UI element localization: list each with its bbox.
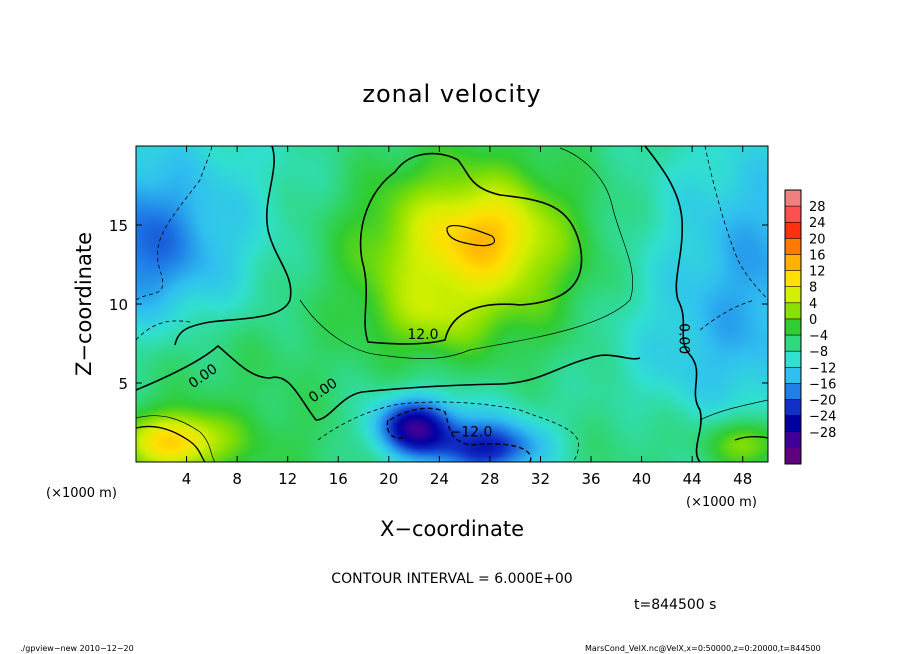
x-tick-label: 36 — [581, 470, 600, 488]
x-axis: 4 8 12 16 20 24 28 32 36 40 44 48 — [182, 146, 752, 488]
colorbar-swatch — [785, 270, 801, 288]
colorbar-swatch — [785, 238, 801, 255]
x-tick-label: 28 — [480, 470, 499, 488]
x-axis-label: X−coordinate — [380, 517, 524, 541]
x-tick-label: 12 — [278, 470, 297, 488]
contour-18-line — [446, 224, 496, 247]
colorbar-label: 4 — [809, 297, 817, 312]
x-unit-right: (×1000 m) — [686, 495, 757, 510]
x-tick-label: 48 — [733, 470, 752, 488]
colorbar-swatch — [785, 399, 801, 417]
contour-0-upper-line — [174, 146, 292, 346]
contour-interval: CONTOUR INTERVAL = 6.000E+00 — [331, 571, 572, 587]
contour-neg6-left-line — [136, 146, 213, 341]
contour-label: 12.0 — [407, 327, 438, 343]
y-axis-label: Z−coordinate — [72, 232, 96, 376]
colorbar-swatch — [785, 254, 801, 272]
colorbar-swatch — [785, 318, 801, 336]
contour-label: 0.00 — [676, 323, 692, 354]
colorbar-label: −20 — [809, 394, 836, 409]
colorbar-swatch — [785, 367, 801, 384]
colorbar-swatch — [785, 302, 801, 320]
time-stamp: t=844500 s — [634, 597, 716, 613]
contour-0-right-line — [644, 146, 702, 462]
colorbar-label: 0 — [809, 313, 817, 328]
colorbar-label: −8 — [809, 345, 828, 360]
contour-12-lower-left-line — [136, 425, 206, 462]
x-unit-left: (×1000 m) — [46, 486, 117, 501]
colorbar-label: 24 — [809, 216, 826, 231]
x-tick-label: 4 — [182, 470, 192, 488]
x-tick-label: 24 — [430, 470, 449, 488]
colorbar-swatch — [785, 286, 801, 304]
contour-label: −12.0 — [450, 425, 493, 441]
x-tick-label: 8 — [232, 470, 242, 488]
colorbar-label: 20 — [809, 232, 826, 247]
colorbar-frame — [784, 189, 802, 465]
contour-6-lower-left-line — [136, 415, 216, 462]
colorbar-swatch — [785, 206, 801, 223]
contour-neg12-line — [386, 407, 532, 462]
colorbar-swatch — [785, 190, 801, 207]
colorbar-label: −16 — [809, 377, 836, 392]
colorbar-label: 28 — [809, 200, 826, 215]
contour-0-lower-line — [136, 344, 641, 421]
colorbar-label: −24 — [809, 410, 836, 425]
contour-6-line — [299, 147, 634, 359]
x-tick-label: 20 — [379, 470, 398, 488]
colorbar-swatch — [785, 383, 801, 401]
footer-right-note: MarsCond_VelX.nc@VelX,x=0:50000,z=0:2000… — [585, 644, 821, 653]
colorbar-swatch — [785, 335, 801, 352]
colorbar-label: −28 — [809, 426, 836, 441]
chart-title: zonal velocity — [362, 80, 541, 108]
colorbar-label: 8 — [809, 281, 817, 296]
colorbar-swatch — [785, 415, 801, 433]
y-tick-label: 15 — [109, 217, 128, 235]
contour-lines — [136, 146, 768, 462]
x-tick-label: 44 — [683, 470, 702, 488]
colorbar-swatch — [785, 431, 801, 449]
footer-left-note: ./gpview−new 2010−12−20 — [20, 644, 134, 653]
y-tick-label: 5 — [118, 375, 128, 393]
x-tick-label: 40 — [632, 470, 651, 488]
velocity-field — [136, 146, 768, 462]
colorbar-label: −4 — [809, 329, 828, 344]
contour-12-line — [359, 152, 583, 345]
contour-neg6-right-line — [699, 146, 768, 331]
y-axis: 5 10 15 — [109, 217, 768, 393]
colorbar-label: 16 — [809, 248, 826, 263]
colorbar-swatch — [785, 222, 801, 239]
colorbar-label: −12 — [809, 361, 836, 376]
y-tick-label: 10 — [109, 296, 128, 314]
contour-neg6-lower-line — [317, 401, 579, 462]
x-tick-label: 16 — [329, 470, 348, 488]
plot-area: 12.00.00 0.00−12.00.00 4 8 12 16 20 24 28 32 36 40… — [109, 145, 769, 488]
colorbar-swatch — [785, 351, 801, 368]
colorbar-swatch — [785, 447, 801, 465]
colorbar-label: 12 — [809, 265, 826, 280]
contour-6-lower-right-line — [699, 399, 768, 421]
x-tick-label: 32 — [531, 470, 550, 488]
contour-12-lower-right-line — [734, 436, 768, 441]
